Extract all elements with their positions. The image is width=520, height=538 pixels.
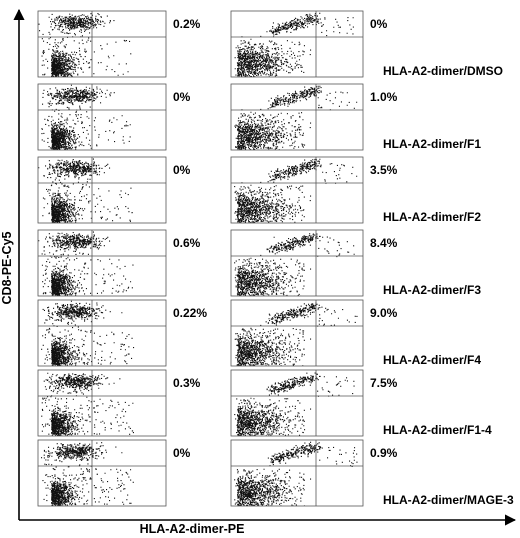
- quadrant-percent-label: 0.9%: [370, 446, 398, 460]
- scatter-panel: 0%: [37, 439, 191, 507]
- panels-group: 0.2% 0% HLA-A2-dimer/DMSO 0% 1.0% HLA-A2-dime…: [37, 10, 514, 507]
- scatter-panel: 3.5% HLA-A2-dimer/F2: [230, 156, 481, 224]
- scatter-panel: 0%: [37, 83, 191, 151]
- condition-label: HLA-A2-dimer/DMSO: [383, 64, 503, 78]
- scatter-panel: 1.0% HLA-A2-dimer/F1: [230, 83, 481, 151]
- y-axis-label: CD8-PE-Cy5: [0, 231, 14, 304]
- x-axis-label: HLA-A2-dimer-PE: [140, 522, 245, 536]
- condition-label: HLA-A2-dimer/F4: [383, 353, 481, 367]
- condition-label: HLA-A2-dimer/F1: [383, 137, 481, 151]
- quadrant-percent-label: 9.0%: [370, 306, 398, 320]
- quadrant-percent-label: 0%: [173, 446, 191, 460]
- quadrant-percent-label: 0.2%: [173, 17, 201, 31]
- quadrant-percent-label: 0.22%: [173, 306, 207, 320]
- quadrant-percent-label: 8.4%: [370, 236, 398, 250]
- scatter-panel: 8.4% HLA-A2-dimer/F3: [230, 229, 481, 297]
- condition-label: HLA-A2-dimer/F2: [383, 210, 481, 224]
- quadrant-percent-label: 7.5%: [370, 376, 398, 390]
- quadrant-percent-label: 0.6%: [173, 236, 201, 250]
- scatter-panel: 0.3%: [37, 369, 201, 437]
- scatter-panel: 0% HLA-A2-dimer/DMSO: [230, 10, 503, 78]
- scatter-panel: 0%: [37, 156, 191, 224]
- quadrant-percent-label: 1.0%: [370, 90, 398, 104]
- scatter-panel: 0.2%: [37, 10, 201, 78]
- condition-label: HLA-A2-dimer/F1-4: [383, 423, 492, 437]
- condition-label: HLA-A2-dimer/MAGE-3: [383, 493, 514, 507]
- condition-label: HLA-A2-dimer/F3: [383, 283, 481, 297]
- quadrant-percent-label: 0%: [370, 17, 388, 31]
- quadrant-percent-label: 0%: [173, 90, 191, 104]
- scatter-panel: 0.6%: [37, 229, 201, 297]
- quadrant-percent-label: 3.5%: [370, 163, 398, 177]
- quadrant-percent-label: 0%: [173, 163, 191, 177]
- quadrant-percent-label: 0.3%: [173, 376, 201, 390]
- scatter-panel: 7.5% HLA-A2-dimer/F1-4: [230, 369, 492, 437]
- scatter-panel: 0.22%: [37, 299, 207, 367]
- scatter-panel: 9.0% HLA-A2-dimer/F4: [230, 299, 481, 367]
- scatter-panel: 0.9% HLA-A2-dimer/MAGE-3: [230, 439, 514, 507]
